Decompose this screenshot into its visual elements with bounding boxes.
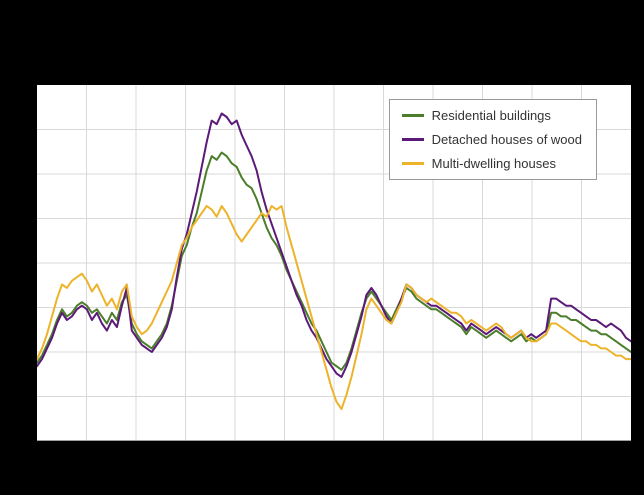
legend: Residential buildings Detached houses of… (388, 99, 597, 180)
plot-area: Residential buildings Detached houses of… (37, 85, 631, 441)
legend-item-residential-buildings[interactable]: Residential buildings (401, 108, 582, 123)
legend-item-multi-dwelling-houses[interactable]: Multi-dwelling houses (401, 156, 582, 171)
legend-label: Residential buildings (431, 108, 551, 123)
legend-line-swatch-yellow (401, 162, 424, 165)
legend-label: Multi-dwelling houses (431, 156, 556, 171)
line-chart (37, 85, 631, 441)
legend-label: Detached houses of wood (431, 132, 582, 147)
legend-line-swatch-green (401, 114, 424, 117)
legend-item-detached-houses-of-wood[interactable]: Detached houses of wood (401, 132, 582, 147)
legend-line-swatch-purple (401, 138, 424, 141)
